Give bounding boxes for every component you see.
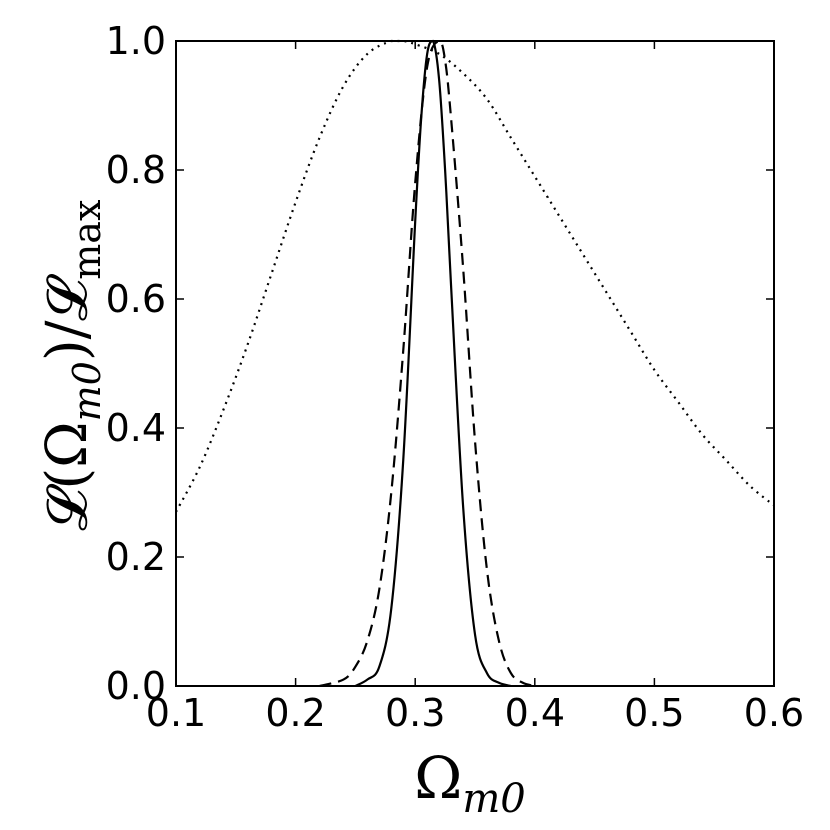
x-tick-label: 0.2 xyxy=(265,691,325,735)
series-dashed-line xyxy=(319,39,536,688)
y-tick-label: 0.8 xyxy=(106,148,166,192)
x-axis-label: Ωm0 xyxy=(414,744,525,822)
x-tick-label: 0.6 xyxy=(744,691,804,735)
y-axis-label: 𝓛(Ωm0)/𝓛max xyxy=(35,200,109,531)
plot-frame xyxy=(175,40,775,687)
x-tick-label: 0.3 xyxy=(385,691,445,735)
series-dotted-line xyxy=(175,39,775,513)
ticks-group: 0.1 0.2 0.3 0.4 0.5 0.6 0.0 0.2 0.4 0.6 0.8 1.0 xyxy=(106,19,805,735)
x-tick-label: 0.5 xyxy=(624,691,684,735)
x-tick-label: 0.1 xyxy=(146,691,206,735)
y-tick-label: 0.2 xyxy=(106,535,166,579)
y-tick-label: 0.4 xyxy=(106,406,166,450)
curves-group xyxy=(175,39,775,688)
y-tick-label: 0.0 xyxy=(106,664,166,708)
x-tick-label: 0.4 xyxy=(505,691,565,735)
y-tick-label: 1.0 xyxy=(106,19,166,63)
y-tick-label: 0.6 xyxy=(106,277,166,321)
